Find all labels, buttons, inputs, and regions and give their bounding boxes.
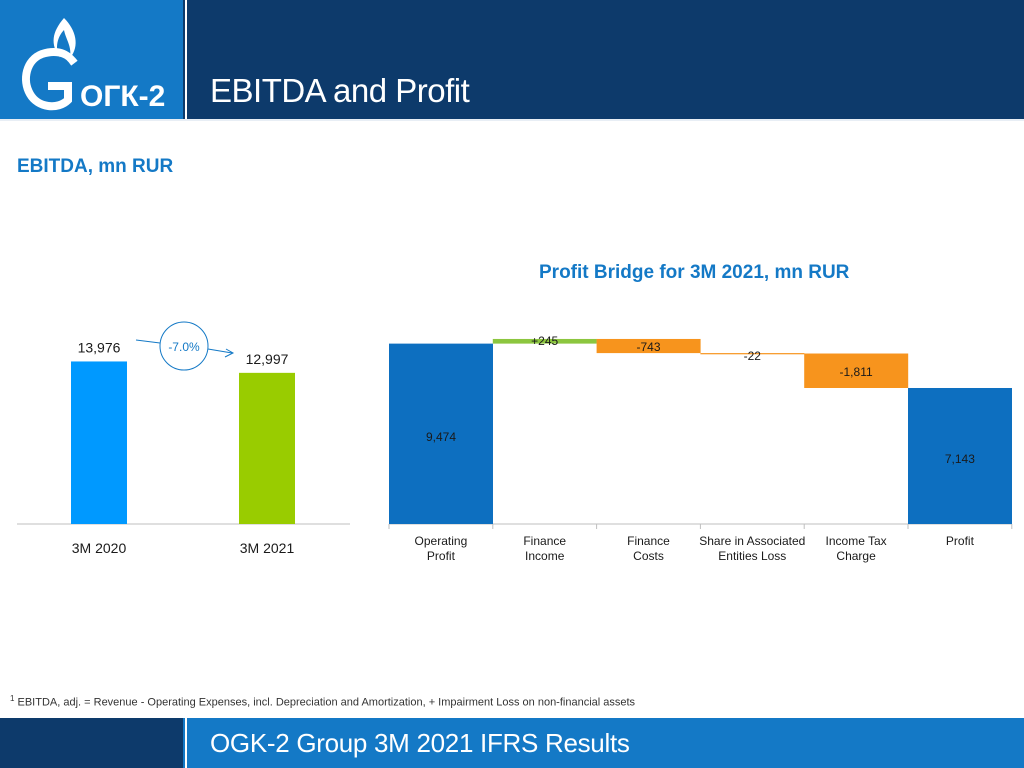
bridge-category-label-3-1: Entities Loss: [718, 549, 786, 563]
footnote-text: EBITDA, adj. = Revenue - Operating Expen…: [14, 696, 636, 709]
footnote-marker: 1: [10, 694, 15, 703]
change-arrow-head: [224, 348, 235, 358]
bridge-category-label-5-0: Profit: [946, 534, 975, 548]
bridge-value-label-0: 9,474: [426, 430, 456, 444]
footer-title: OGK-2 Group 3M 2021 IFRS Results: [210, 728, 630, 758]
bridge-bar-4: [804, 353, 909, 388]
bridge-value-label-1: +245: [531, 334, 558, 348]
bridge-value-label-3: -22: [744, 349, 762, 363]
footer-divider: [185, 718, 187, 768]
ebitda-category-label-1: 3M 2021: [240, 540, 295, 556]
ebitda-value-label-1: 12,997: [246, 351, 289, 367]
ebitda-chart: 13,976 3M 2020 12,997 3M 2021 -7.0%: [17, 321, 350, 556]
bridge-category-label-4-1: Charge: [836, 549, 876, 563]
logo-text: ОГК-2: [80, 80, 165, 113]
change-bubble: [159, 321, 209, 371]
bridge-category-label-1-1: Income: [525, 549, 565, 563]
ebitda-value-label-0: 13,976: [78, 339, 121, 355]
change-label: -7.0%: [168, 340, 200, 354]
bridge-value-label-5: 7,143: [945, 452, 975, 466]
header-divider: [185, 0, 187, 120]
change-arrow: [207, 348, 233, 354]
bridge-category-label-3-0: Share in Associated: [699, 534, 805, 548]
change-line-in: [135, 339, 161, 344]
footer-left-block: [0, 718, 183, 768]
bridge-bar-0: [389, 343, 493, 524]
footer-bar: OGK-2 Group 3M 2021 IFRS Results: [0, 718, 1024, 768]
bridge-category-label-4-0: Income Tax: [826, 534, 887, 548]
bridge-category-label-0-0: Operating: [415, 534, 468, 548]
bridge-bar-2: [596, 338, 701, 354]
bridge-category-label-1-0: Finance: [523, 534, 566, 548]
flame-logo-icon: ОГК-2: [22, 18, 165, 113]
bridge-chart-title: Profit Bridge for 3M 2021, mn RUR: [539, 262, 850, 283]
ebitda-chart-title: EBITDA, mn RUR: [17, 156, 174, 177]
bridge-category-label-0-1: Profit: [427, 549, 456, 563]
bridge-value-label-2: -743: [636, 340, 660, 354]
bridge-bar-3: [700, 353, 805, 355]
footnote: 1 EBITDA, adj. = Revenue - Operating Exp…: [10, 694, 635, 709]
company-logo: ОГК-2: [0, 0, 183, 120]
charts-canvas: 13,976 3M 2020 12,997 3M 2021 -7.0% 9,474 Ope…: [17, 321, 1013, 563]
page-title: EBITDA and Profit: [210, 72, 470, 109]
bridge-bar-5: [908, 387, 1012, 524]
header-rule: [0, 119, 1024, 121]
ebitda-bar-0: [71, 361, 127, 524]
header-bar: ОГК-2 EBITDA and Profit: [0, 0, 1024, 121]
profit-bridge-chart: 9,474OperatingProfit+245FinanceIncome-74…: [388, 334, 1013, 563]
bridge-value-label-4: -1,811: [840, 365, 873, 379]
bridge-category-label-2-0: Finance: [627, 534, 670, 548]
bridge-category-label-2-1: Costs: [633, 549, 664, 563]
ebitda-bar-1: [239, 372, 295, 524]
bridge-bar-1: [492, 338, 597, 344]
ebitda-category-label-0: 3M 2020: [72, 540, 127, 556]
